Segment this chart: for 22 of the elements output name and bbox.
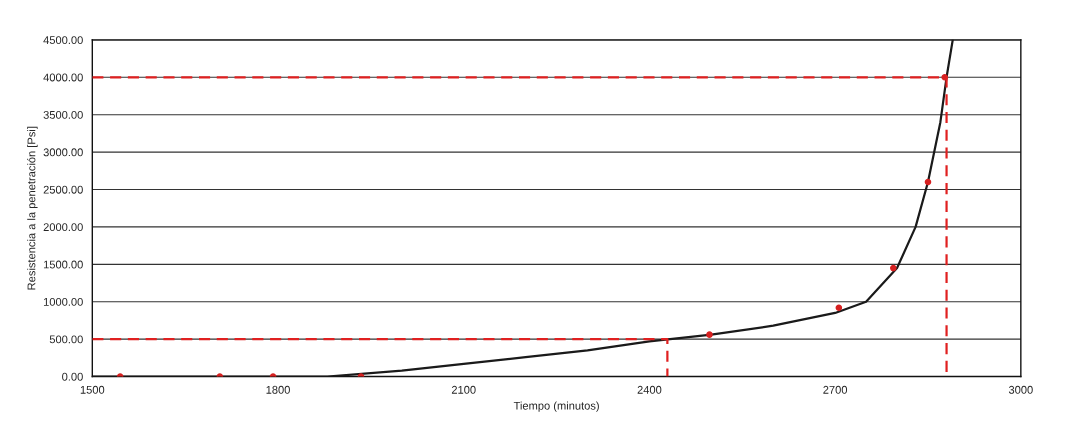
x-tick-label: 2400 (637, 385, 662, 394)
y-tick-label: 500.00 (49, 335, 83, 344)
x-tick-label: 1500 (80, 385, 105, 394)
point (924, 178, 932, 186)
y-tick-label: 3000.00 (43, 148, 83, 157)
x-tick-label: 1800 (266, 385, 290, 394)
x-axis-title: Tiempo (minutos) (513, 401, 599, 412)
y-axis-title: Resistencia a la penetración [Psi] (27, 126, 38, 290)
y-tick-label: 0.00 (62, 372, 83, 381)
point (835, 304, 843, 312)
point (706, 331, 713, 338)
y-tick-label: 2000.00 (43, 223, 83, 232)
point (890, 264, 897, 272)
y-tick-label: 2500.00 (43, 185, 83, 194)
x-tick-label: 2100 (451, 385, 476, 394)
y-tick-label: 1500.00 (43, 260, 83, 269)
y-tick-label: 4000.00 (43, 73, 83, 82)
x-tick-label: 3000 (1008, 385, 1033, 394)
y-tick-label: 3500.00 (43, 110, 83, 119)
y-tick-label: 4500.00 (43, 36, 83, 45)
y-tick-label: 1000.00 (43, 298, 83, 306)
x-tick-label: 2700 (823, 385, 848, 394)
